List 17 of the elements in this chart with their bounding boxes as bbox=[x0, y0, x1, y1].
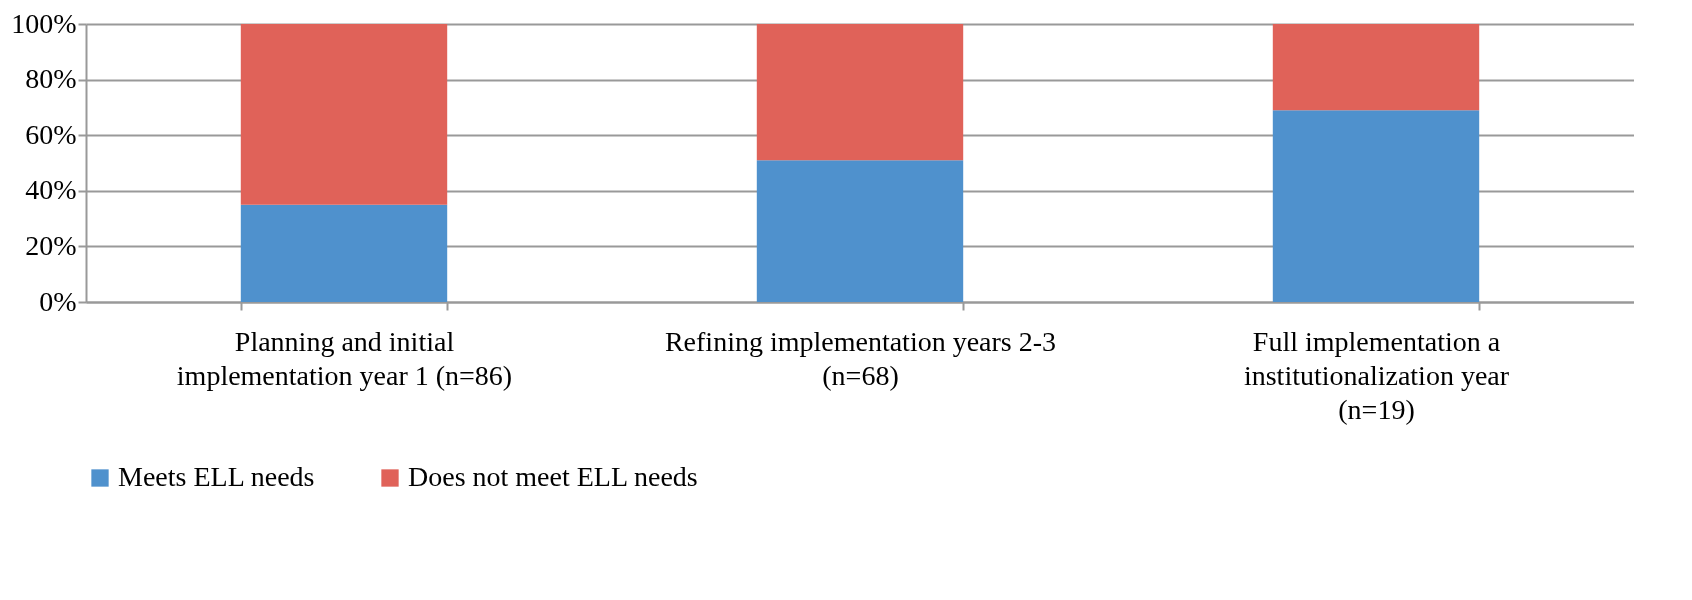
x-tick-label: Full implementation a institutionalization year (n=19) bbox=[1243, 325, 1510, 425]
bar bbox=[1272, 110, 1480, 302]
y-tick-label: 80% bbox=[25, 63, 77, 95]
legend-label: Meets ELL needs bbox=[118, 461, 315, 492]
bar bbox=[240, 24, 448, 205]
bar bbox=[756, 24, 964, 161]
y-tick-label: 40% bbox=[25, 174, 77, 206]
y-tick-label: 20% bbox=[25, 229, 77, 261]
bar bbox=[756, 160, 964, 302]
y-tick-label: 0% bbox=[39, 285, 77, 317]
x-tick-label: Planning and initial implementation year 1 (n=86) bbox=[176, 325, 513, 391]
legend-label: Does not meet ELL needs bbox=[408, 461, 698, 492]
bar bbox=[1272, 24, 1480, 111]
y-tick-label: 100% bbox=[11, 7, 77, 39]
bar bbox=[240, 204, 448, 302]
y-tick-label: 60% bbox=[25, 118, 77, 150]
x-tick-label: Refining implementation years 2-3 (n=68) bbox=[664, 325, 1057, 391]
